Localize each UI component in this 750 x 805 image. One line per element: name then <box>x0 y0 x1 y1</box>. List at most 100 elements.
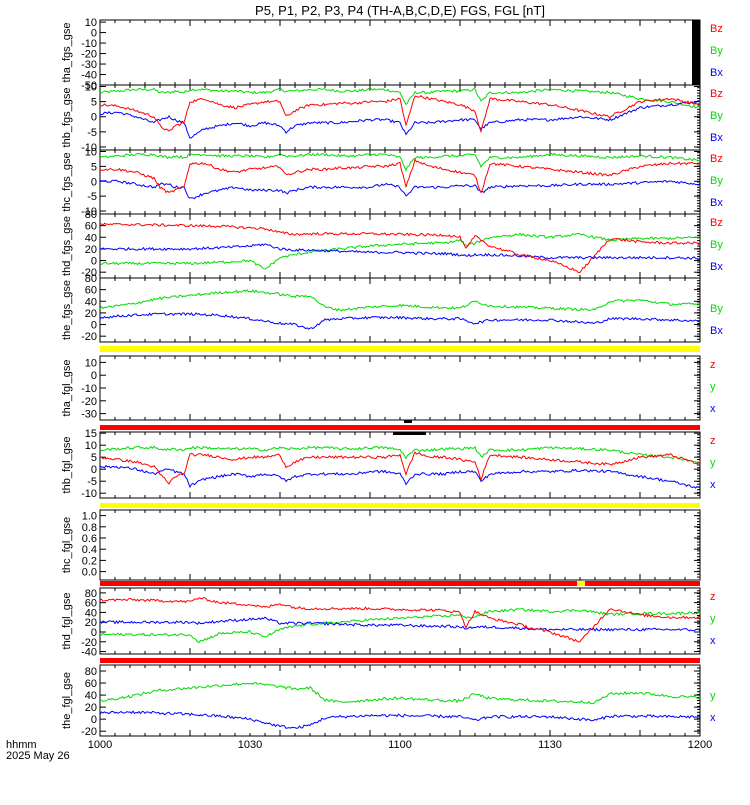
y-tick-label: 20 <box>85 617 97 629</box>
panel-thc-fgs-gse: 10 5 0 -5 -10 thc_fgs_gse Bz By Bx <box>61 146 723 218</box>
series-y-line <box>99 152 701 172</box>
y-tick-label: -20 <box>81 637 97 649</box>
y-tick-label: -20 <box>81 726 97 738</box>
panel-ylabel: thb_fgs_gse <box>61 88 73 148</box>
y-tick-label: 15 <box>85 428 97 440</box>
series-x-line <box>99 243 701 260</box>
y-tick-label: 80 <box>85 666 97 678</box>
y-tick-label: 20 <box>85 702 97 714</box>
series-x-line <box>99 312 701 330</box>
y-tick-label: 0 <box>91 176 97 188</box>
x-tick-label: 1200 <box>688 739 712 751</box>
series-y-line <box>99 87 701 109</box>
y-tick-label: 60 <box>85 285 97 297</box>
legend-Bz: Bz <box>710 217 723 229</box>
y-tick-label: 0.4 <box>82 544 97 556</box>
legend-y: y <box>710 381 716 393</box>
y-tick-label: -5 <box>87 476 97 488</box>
legend-By: By <box>710 303 723 315</box>
y-tick-label: 10 <box>85 146 97 158</box>
y-tick-label: -30 <box>81 409 97 421</box>
y-tick-label: 0 <box>91 627 97 639</box>
tha-fgl-black-marker <box>404 420 412 423</box>
legend-x: x <box>710 479 716 491</box>
y-tick-label: -10 <box>81 488 97 500</box>
y-tick-label: 80 <box>85 273 97 285</box>
x-tick-label: 1030 <box>238 739 262 751</box>
panel-ylabel: the_fgs_gse <box>61 280 73 340</box>
series-z-line <box>99 222 701 274</box>
y-tick-label: -5 <box>87 127 97 139</box>
y-tick-label: 5 <box>91 452 97 464</box>
panel-ylabel: thd_fgs_gse <box>61 216 73 276</box>
y-tick-label: -50 <box>81 80 97 92</box>
panel-frame <box>99 277 701 343</box>
y-tick-label: 0 <box>91 464 97 476</box>
y-tick-label: -20 <box>81 49 97 61</box>
legend-Bz: Bz <box>710 88 723 100</box>
thd-fgl-availability-bar <box>100 658 700 663</box>
x-tick-label: 1000 <box>88 739 112 751</box>
legend-z: z <box>710 359 716 371</box>
series-x-line <box>99 616 701 632</box>
panel-ylabel: thc_fgl_gse <box>61 517 73 573</box>
y-tick-label: -30 <box>81 59 97 71</box>
y-tick-label: 10 <box>85 440 97 452</box>
x-tick-label: 1130 <box>538 739 562 751</box>
y-tick-label: 0.2 <box>82 555 97 567</box>
x-tick-label: 1100 <box>388 739 412 751</box>
y-tick-label: -20 <box>81 396 97 408</box>
y-tick-label: 60 <box>85 221 97 233</box>
y-tick-label: 0.8 <box>82 522 97 534</box>
series-z-line <box>99 451 701 485</box>
thb-fgl-black-marker <box>393 432 426 435</box>
panel-ylabel: thb_fgl_gse <box>61 437 73 494</box>
series-z-line <box>99 157 701 194</box>
panel-thb-fgs-gse: 10 5 0 -5 -10 thb_fgs_gse Bz By Bx <box>61 82 723 154</box>
tha-fgl-availability-bar <box>100 425 700 430</box>
legend-x: x <box>710 712 716 724</box>
y-tick-label: 10 <box>85 17 97 29</box>
legend-By: By <box>710 239 723 251</box>
legend-x: x <box>710 635 716 647</box>
series-x-line <box>99 100 701 139</box>
panel-frame <box>99 19 701 86</box>
panel-frame <box>99 213 701 279</box>
x-axis-unit-label: hhmm <box>6 739 37 751</box>
series-y-line <box>99 289 701 312</box>
panel-ylabel: tha_fgl_gse <box>61 360 73 417</box>
y-tick-label: 5 <box>91 161 97 173</box>
legend-Bx: Bx <box>710 132 723 144</box>
legend-z: z <box>710 435 716 447</box>
y-tick-label: 60 <box>85 678 97 690</box>
panel-frame <box>99 587 701 655</box>
legend-By: By <box>710 175 723 187</box>
y-tick-label: 0 <box>91 112 97 124</box>
legend-y: y <box>710 457 716 469</box>
legend-Bx: Bx <box>710 325 723 337</box>
y-tick-label: -20 <box>81 267 97 279</box>
legend-y: y <box>710 613 716 625</box>
panel-ylabel: the_fgl_gse <box>61 672 73 729</box>
y-tick-label: -10 <box>81 142 97 154</box>
legend-Bx: Bx <box>710 197 723 209</box>
panel-thc-fgl-gse: 1.00.80.60.40.20.0 thc_fgl_gse <box>61 509 701 581</box>
legend-Bz: Bz <box>710 153 723 165</box>
y-tick-label: 40 <box>85 296 97 308</box>
panel-frame <box>99 664 701 737</box>
thc-fgl-yellow-marker <box>577 581 585 586</box>
series-z-line <box>99 596 701 643</box>
panel-ylabel: tha_fgs_gse <box>61 23 73 83</box>
tha-fgs-data-edge <box>692 20 700 85</box>
y-tick-label: 10 <box>85 357 97 369</box>
y-tick-label: -40 <box>81 647 97 659</box>
thc-fgl-availability-bar <box>100 581 700 586</box>
y-tick-label: -10 <box>81 38 97 50</box>
legend-Bz: Bz <box>710 23 723 35</box>
legend-By: By <box>710 110 723 122</box>
